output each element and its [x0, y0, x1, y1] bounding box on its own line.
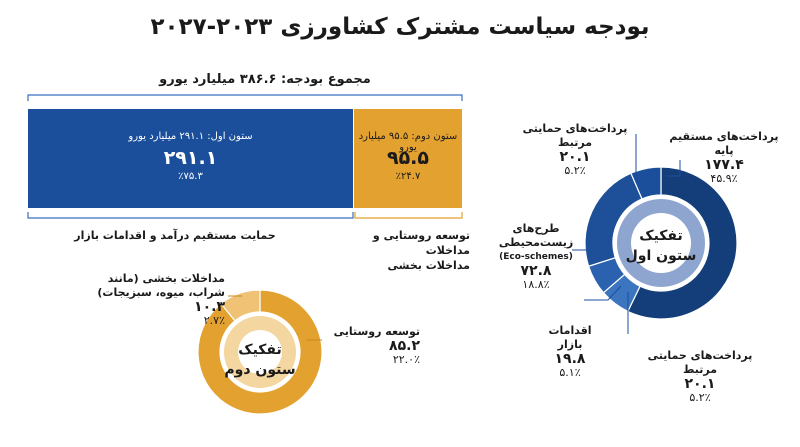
annotation-label: اقدامات بازار	[548, 324, 592, 351]
pillar1-center-line2: ستون اول	[625, 248, 697, 264]
pillar1-hole	[631, 213, 691, 273]
pillar1-bar-percent: ٪۷۵.۳	[178, 171, 203, 182]
pillar1-leader-lines	[572, 134, 681, 334]
total-bracket	[27, 94, 463, 101]
annotation-label-line2: زیست‌محیطی	[498, 236, 574, 249]
annotation-value: ۷۲.۸	[520, 263, 552, 279]
pillar2-center-line2: ستون دوم	[224, 362, 296, 378]
pillar1-center-line1: تفکیک	[639, 228, 683, 244]
pillar2-bar-value: ۹۵.۵	[386, 147, 429, 169]
pillar2-center-line1: تفکیک	[238, 342, 282, 358]
pillar2-description-line1: توسعه روستایی و مداخلات	[372, 229, 470, 257]
pillar1-donut	[584, 166, 738, 320]
pillar2-description: توسعه روستایی و مداخلات مداخلات بخشی	[345, 228, 470, 273]
total-budget-label: مجموع بودجه: ۳۸۶.۶ میلیارد یورو	[159, 72, 371, 87]
annotation-label-line3: (Eco-schemes)	[499, 252, 573, 262]
annotation-label: توسعه روستایی	[333, 325, 420, 338]
pillar1-bracket	[27, 212, 354, 219]
annotation-value: ۲۰.۱	[559, 149, 591, 165]
pillar1-donut-center: تفکیک ستون اول	[616, 226, 706, 266]
pillar1-description: حمایت مستقیم درآمد و اقدامات بازار	[74, 229, 276, 242]
annotation-label: پرداخت‌های حمایتی مرتبط	[647, 349, 753, 376]
pillar1-bar-label: ستون اول: ۲۹۱.۱ میلیارد یورو	[128, 131, 253, 142]
annotation-value: ۱۹.۸	[554, 351, 586, 367]
annotation-coupled-support-bottom: پرداخت‌های حمایتی مرتبط ۲۰.۱ ۵.۲٪	[630, 349, 770, 405]
annotation-percent: ۲۲.۰٪	[392, 353, 420, 366]
pillar2-hole	[238, 330, 282, 374]
annotation-percent: ۴۵.۹٪	[710, 172, 738, 185]
annotation-rural-development: توسعه روستایی ۸۵.۲ ۲۲.۰٪	[325, 325, 420, 367]
annotation-label-line1: طرح‌های	[512, 222, 560, 235]
pillar2-bar: ستون دوم: ۹۵.۵ میلیارد یورو ۹۵.۵ ٪۲۴.۷	[354, 109, 462, 208]
annotation-basic-direct-payments: پرداخت‌های مستقیم پایه ۱۷۷.۴ ۴۵.۹٪	[665, 130, 783, 186]
annotation-label-line1: مداخلات بخشی (مانند	[107, 272, 225, 285]
annotation-percent: ۱۸.۸٪	[522, 278, 550, 291]
annotation-percent: ۵.۱٪	[559, 366, 581, 379]
pillar2-slice-1	[220, 289, 261, 322]
pillar2-slice-0	[197, 289, 323, 415]
annotation-coupled-support-top: پرداخت‌های حمایتی مرتبط ۲۰.۱ ۵.۲٪	[510, 122, 640, 178]
pillar1-bar: ستون اول: ۲۹۱.۱ میلیارد یورو ۲۹۱.۱ ٪۷۵.۳	[28, 109, 353, 208]
pillar2-bar-percent: ٪۲۴.۷	[395, 171, 421, 182]
chart-title: بودجه سیاست مشترک کشاورزی ۲۰۲۳-۲۰۲۷	[150, 14, 650, 40]
pillar2-description-line2: مداخلات بخشی	[387, 259, 470, 272]
pillar1-slice-4	[630, 166, 662, 200]
pillar2-donut-center: تفکیک ستون دوم	[215, 340, 305, 380]
annotation-sectoral-interventions: مداخلات بخشی (مانند شراب، میوه، سبزیجات)…	[60, 272, 225, 328]
pillar2-donut	[197, 289, 323, 415]
annotation-eco-schemes: طرح‌های زیست‌محیطی (Eco-schemes) ۷۲.۸ ۱۸…	[497, 222, 575, 292]
pillar1-bar-value: ۲۹۱.۱	[163, 147, 218, 169]
pillar2-bar-label: ستون دوم: ۹۵.۵ میلیارد یورو	[358, 131, 458, 153]
pillar2-bracket	[354, 212, 463, 219]
annotation-percent: ۵.۲٪	[564, 164, 586, 177]
annotation-percent: ۲.۷٪	[203, 314, 225, 327]
annotation-value: ۱۷۷.۴	[704, 157, 744, 173]
annotation-market-measures: اقدامات بازار ۱۹.۸ ۵.۱٪	[535, 324, 605, 380]
annotation-label: پرداخت‌های حمایتی مرتبط	[522, 122, 628, 149]
annotation-value: ۲۰.۱	[684, 376, 716, 392]
annotation-label: پرداخت‌های مستقیم پایه	[669, 130, 779, 157]
annotation-percent: ۵.۲٪	[689, 391, 711, 404]
pillar1-slice-0	[627, 166, 738, 320]
pillar2-leader-lines	[228, 295, 322, 341]
annotation-value: ۸۵.۲	[389, 338, 420, 354]
annotation-value: ۱۰.۳	[194, 299, 225, 315]
annotation-label-line2: شراب، میوه، سبزیجات)	[97, 286, 225, 299]
